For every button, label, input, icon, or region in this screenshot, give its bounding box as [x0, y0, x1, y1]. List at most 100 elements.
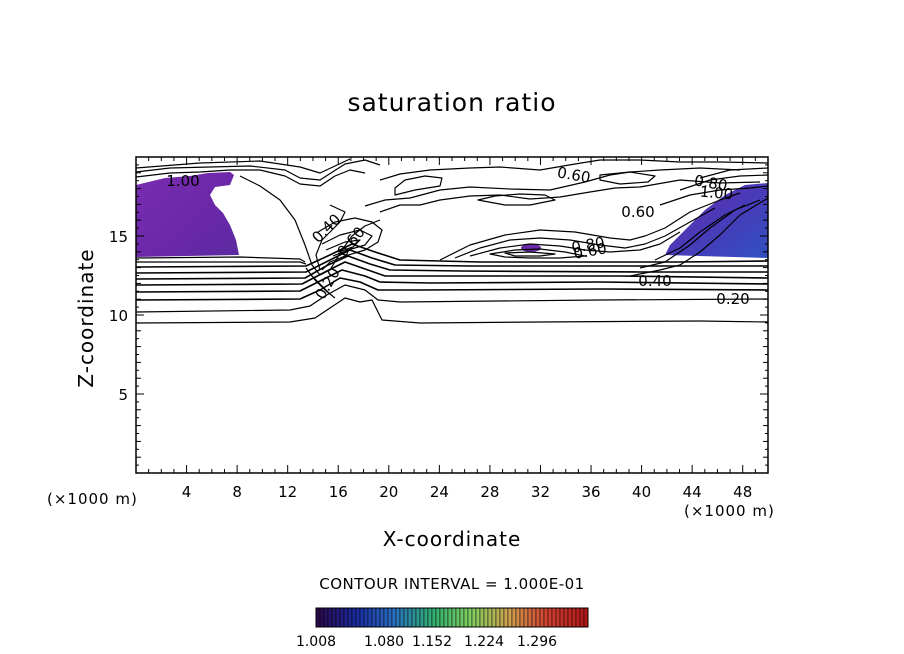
y-tick-label: 10 — [109, 307, 128, 325]
contour-line — [439, 192, 741, 261]
colorbar-tick-label: 1.152 — [412, 634, 452, 650]
colorbar-cell — [471, 607, 477, 628]
contour-line — [136, 261, 307, 265]
contour-line — [309, 273, 331, 295]
colorbar-cell — [567, 607, 573, 628]
colorbar-tick-label: 1.008 — [296, 634, 336, 650]
contour-line — [659, 185, 768, 206]
x-axis-label: X-coordinate — [382, 527, 522, 551]
colorbar-cell — [399, 607, 405, 628]
contour-label: 0.40 — [638, 272, 671, 290]
x-unit-left: (×1000 m) — [47, 490, 138, 508]
colorbar-cell — [547, 607, 553, 628]
x-tick-label: 20 — [379, 483, 398, 501]
colorbar-cell — [367, 607, 373, 628]
colorbar-cell — [423, 607, 429, 628]
colorbar-cell — [519, 607, 525, 628]
contour-line — [136, 297, 768, 324]
colorbar-cell — [431, 607, 437, 628]
colorbar-cell — [475, 607, 481, 628]
contour-line — [136, 277, 768, 301]
colorbar-cell — [383, 607, 389, 628]
colorbar-cell — [335, 607, 341, 628]
contour-line — [239, 175, 381, 276]
colorbar-cell — [503, 607, 509, 628]
colorbar-cell — [499, 607, 505, 628]
colorbar-cell — [347, 607, 353, 628]
colorbar-cell — [351, 607, 357, 628]
contour-line — [394, 175, 443, 196]
x-tick-label: 16 — [329, 483, 348, 501]
contour-label: 0.60 — [556, 163, 592, 187]
contour-line — [469, 231, 681, 257]
colorbar-cell — [319, 607, 325, 628]
colorbar-cell — [527, 607, 533, 628]
colorbar-cell — [451, 607, 457, 628]
colorbar-cell — [327, 607, 333, 628]
contour-line — [136, 261, 768, 286]
colorbar-cell — [455, 607, 461, 628]
colorbar-tick-label: 1.224 — [464, 634, 504, 650]
colorbar-cell — [375, 607, 381, 628]
colorbar-cell — [403, 607, 409, 628]
colorbar-cell — [479, 607, 485, 628]
contour-label: 0.60 — [572, 239, 608, 263]
colorbar-cell — [515, 607, 521, 628]
colorbar-cell — [459, 607, 465, 628]
contour-line — [315, 204, 346, 271]
contour-interval-label: CONTOUR INTERVAL = 1.000E-01 — [319, 575, 585, 593]
contour-line — [629, 197, 768, 277]
contour-line — [136, 255, 768, 280]
contour-line — [136, 256, 306, 263]
x-tick-label: 8 — [232, 483, 242, 501]
contour-line — [477, 193, 556, 206]
colorbar-cell — [539, 607, 545, 628]
contour-line — [136, 159, 381, 181]
colorbar-cell — [463, 607, 469, 628]
contour-line — [679, 174, 768, 191]
colorbar-cell — [315, 607, 321, 628]
colorbar-cell — [523, 607, 529, 628]
contour-line — [654, 204, 746, 261]
colorbar-cell — [571, 607, 577, 628]
contour-line — [454, 207, 716, 259]
contour-line — [136, 269, 768, 293]
contour-label: 1.00 — [699, 183, 734, 204]
colorbar-cell — [555, 607, 561, 628]
colorbar-cell — [323, 607, 329, 628]
contour-line — [136, 169, 366, 187]
contour-line — [317, 217, 383, 271]
colorbar-cell — [387, 607, 393, 628]
y-tick-label: 15 — [109, 228, 128, 246]
x-tick-label: 44 — [683, 483, 702, 501]
colorbar-cell — [535, 607, 541, 628]
contour-line — [599, 171, 656, 185]
chart-title: saturation ratio — [347, 88, 557, 117]
contour-line — [136, 284, 768, 313]
colorbar-cell — [511, 607, 517, 628]
contour-line — [504, 251, 556, 257]
colorbar-cell — [419, 607, 425, 628]
x-tick-label: 28 — [480, 483, 499, 501]
colorbar-cell — [427, 607, 433, 628]
colorbar-frame — [315, 607, 589, 628]
contour-label: 0.80 — [570, 233, 606, 257]
x-tick-label: 24 — [430, 483, 449, 501]
colorbar-cell — [355, 607, 361, 628]
contour-line — [136, 158, 351, 174]
colorbar-cell — [495, 607, 501, 628]
colorbar-cell — [531, 607, 537, 628]
plot-frame — [135, 156, 769, 474]
colorbar-cell — [575, 607, 581, 628]
colorbar-cell — [339, 607, 345, 628]
contour-line — [136, 243, 768, 268]
contour-label: 0.20 — [716, 290, 749, 308]
colorbar-cell — [407, 607, 413, 628]
colorbar-cell — [551, 607, 557, 628]
colorbar-cell — [395, 607, 401, 628]
colorbar-cell — [467, 607, 473, 628]
colorbar-cell — [435, 607, 441, 628]
y-tick-label: 5 — [118, 386, 128, 404]
colorbar-cell — [583, 607, 589, 628]
colorbar-cell — [343, 607, 349, 628]
